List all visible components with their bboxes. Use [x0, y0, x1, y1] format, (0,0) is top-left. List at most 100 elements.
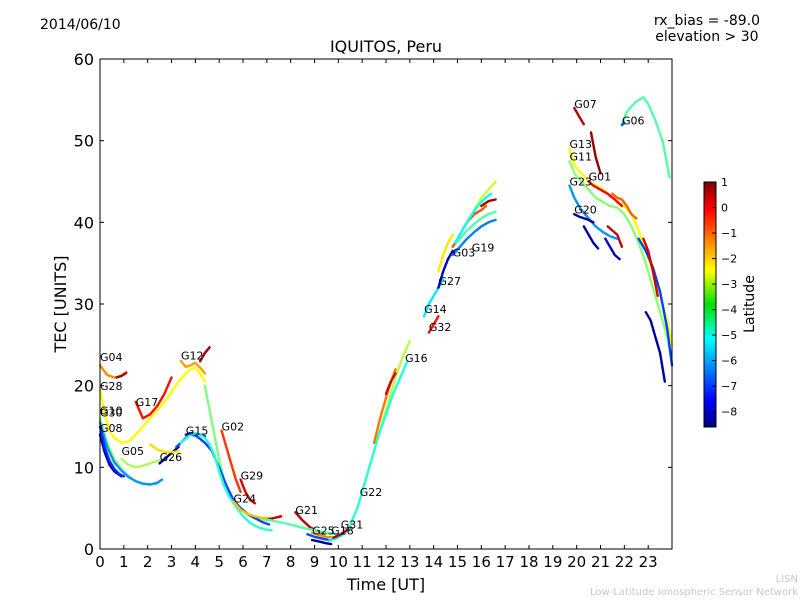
series-G24 — [232, 500, 271, 520]
x-tick-label: 5 — [214, 553, 224, 571]
satellite-label-G03: G03 — [453, 247, 476, 260]
rx-bias-label: rx_bias = -89.0 — [653, 13, 760, 29]
satellite-label-G17: G17 — [136, 396, 159, 409]
satellite-label-G08: G08 — [100, 422, 123, 435]
series-G20 — [573, 212, 595, 224]
series-G23b — [606, 225, 624, 249]
satellite-label-G07: G07 — [574, 98, 597, 111]
x-tick-label: 9 — [310, 553, 320, 571]
x-tick-label: 3 — [167, 553, 177, 571]
series-G07 — [573, 106, 585, 126]
y-tick-label: 0 — [84, 540, 94, 559]
series-G19d — [453, 192, 493, 245]
series-G32 — [427, 315, 440, 334]
footer-long: Low-Latitude Ionospheric Sensor Network — [590, 587, 798, 598]
x-tick-label: 6 — [238, 553, 248, 571]
colorbar-tick-label: −4 — [721, 304, 737, 317]
plot-frame — [99, 58, 673, 550]
series-G27 — [437, 249, 454, 289]
series-G18 — [310, 538, 333, 546]
y-tick-label: 50 — [74, 132, 94, 151]
series-G20d — [637, 237, 674, 367]
series-G27b — [437, 233, 454, 273]
series-G12 — [179, 360, 207, 375]
series-G20f — [642, 237, 659, 297]
bias-info: rx_bias = -89.0 elevation > 30 — [654, 13, 760, 45]
series-G12b — [198, 346, 211, 363]
satellite-label-G26: G26 — [160, 451, 183, 464]
y-tick-label: 20 — [74, 377, 94, 396]
satellite-label-G16: G16 — [405, 352, 428, 365]
x-tick-label: 17 — [496, 553, 515, 571]
date-label: 2014/06/10 — [40, 17, 121, 33]
x-tick-label: 21 — [591, 553, 610, 571]
satellite-label-G25: G25 — [312, 524, 335, 537]
x-tick-label: 7 — [262, 553, 272, 571]
x-tick-label: 19 — [543, 553, 562, 571]
satellite-label-G28: G28 — [100, 380, 123, 393]
series-G18b — [306, 533, 330, 542]
series-G07b — [589, 131, 602, 175]
series-G31b — [332, 528, 350, 539]
colorbar — [703, 181, 717, 428]
satellite-label-G10: G10 — [100, 404, 123, 417]
series-G19b — [480, 198, 497, 208]
x-tick-label: 1 — [119, 553, 129, 571]
x-tick-label: 11 — [353, 553, 372, 571]
colorbar-tick-label: −6 — [721, 355, 737, 368]
colorbar-label: Latitude — [742, 275, 758, 333]
series-G01b — [611, 192, 638, 220]
colorbar-tick-label: −5 — [721, 329, 737, 342]
x-tick-label: 22 — [615, 553, 634, 571]
satellite-label-G23: G23 — [570, 176, 593, 189]
colorbar-tick-label: −1 — [721, 227, 737, 240]
footer: LISN Low-Latitude Ionospheric Sensor Net… — [590, 573, 798, 599]
colorbar-tick-label: −3 — [721, 278, 737, 291]
satellite-label-G06: G06 — [622, 114, 645, 127]
satellite-label-G19: G19 — [472, 242, 495, 255]
series-G02 — [220, 429, 242, 493]
colorbar-tick-label: −2 — [721, 253, 737, 266]
series-G15c — [179, 431, 273, 532]
satellite-label-G18: G18 — [331, 524, 354, 537]
satellite-label-G11: G11 — [570, 150, 593, 163]
x-tick-label: 4 — [191, 553, 201, 571]
series-G01 — [587, 180, 624, 208]
chart-title: IQUITOS, Peru — [330, 37, 442, 56]
series-G29 — [239, 478, 257, 505]
x-tick-label: 2 — [143, 553, 153, 571]
x-tick-label: 12 — [376, 553, 395, 571]
satellite-label-G21: G21 — [295, 504, 318, 517]
footer-short: LISN — [775, 574, 798, 585]
y-tick-label: 10 — [74, 458, 94, 477]
series-G03 — [451, 218, 497, 257]
x-tick-label: 23 — [639, 553, 658, 571]
satellite-label-G29: G29 — [241, 470, 264, 483]
series-G06b — [620, 121, 626, 127]
colorbar-tick-label: −8 — [721, 406, 737, 419]
colorbar-tick-label: 0 — [721, 202, 728, 215]
x-tick-label: 14 — [424, 553, 443, 571]
satellite-label-G02: G02 — [222, 421, 245, 434]
series-G05b — [120, 458, 166, 469]
satellite-label-G24: G24 — [233, 492, 256, 505]
x-tick-label: 10 — [329, 553, 348, 571]
series-G11 — [568, 159, 674, 363]
satellite-label-G05: G05 — [121, 445, 144, 458]
series-G06 — [620, 96, 671, 179]
satellite-label-G31: G31 — [341, 519, 364, 532]
satellite-label-G22: G22 — [360, 486, 383, 499]
x-tick-label: 8 — [286, 553, 296, 571]
series-G26 — [158, 445, 180, 465]
satellite-label-G20: G20 — [574, 203, 597, 216]
satellite-label-G04: G04 — [100, 351, 123, 364]
y-tick-label: 40 — [74, 213, 94, 232]
series-G30 — [98, 421, 164, 486]
satellite-label-G27: G27 — [438, 275, 461, 288]
satellite-label-G12: G12 — [181, 350, 204, 363]
satellite-label-G15: G15 — [186, 425, 209, 438]
x-tick-label: 20 — [567, 553, 586, 571]
satellite-label-G30: G30 — [100, 407, 123, 420]
x-tick-label: 18 — [519, 553, 538, 571]
